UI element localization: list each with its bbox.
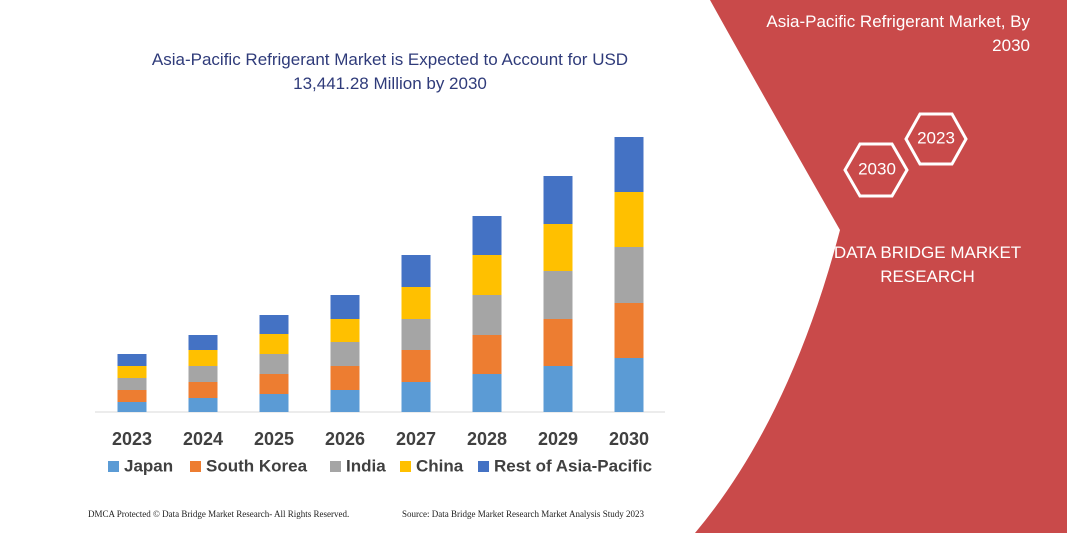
bar-segment <box>259 315 289 334</box>
brand: DATA BRIDGE MARKET RESEARCH <box>833 243 1022 286</box>
bar-segment <box>117 354 147 366</box>
footer-left: DMCA Protected © Data Bridge Market Rese… <box>88 509 350 519</box>
bar-segment <box>543 271 573 319</box>
bar-segment <box>188 398 218 412</box>
hexagon-label: 2030 <box>858 159 896 178</box>
bar-segment <box>543 319 573 366</box>
hexagon <box>904 112 968 166</box>
x-tick-label: 2030 <box>609 429 649 449</box>
bar-segment <box>401 350 431 382</box>
x-tick-label: 2028 <box>467 429 507 449</box>
legend-label: Japan <box>124 456 173 475</box>
legend-label: Rest of Asia-Pacific <box>494 456 652 475</box>
bar-segment <box>472 295 502 335</box>
bar-segment <box>330 342 360 366</box>
legend-swatch <box>190 461 201 472</box>
bar-segment <box>472 255 502 295</box>
bar-segment <box>259 334 289 354</box>
legend-label: South Korea <box>206 456 308 475</box>
bar-segment <box>614 192 644 247</box>
bar-segment <box>330 390 360 412</box>
bar-segment <box>614 303 644 358</box>
x-tick-label: 2025 <box>254 429 294 449</box>
bar-segment <box>401 287 431 319</box>
bar-segment <box>401 255 431 287</box>
bar-segment <box>614 137 644 192</box>
panel-title: Asia-Pacific Refrigerant Market, By 2030 <box>766 12 1030 55</box>
hexagon <box>843 142 909 198</box>
x-tick-label: 2026 <box>325 429 365 449</box>
x-tick-label: 2029 <box>538 429 578 449</box>
red-panel <box>695 0 1067 533</box>
chart-title: Asia-Pacific Refrigerant Market is Expec… <box>151 50 629 93</box>
bar-segment <box>543 176 573 224</box>
x-tick-label: 2024 <box>183 429 223 449</box>
bar-segment <box>117 402 147 412</box>
bar-segment <box>188 350 218 366</box>
hexagon-label: 2023 <box>917 128 955 147</box>
bar-segment <box>188 366 218 382</box>
bar-segment <box>330 295 360 319</box>
bar-segment <box>472 374 502 412</box>
bar-segment <box>401 319 431 350</box>
bar-segment <box>614 358 644 412</box>
bar-segment <box>117 378 147 390</box>
x-tick-label: 2023 <box>112 429 152 449</box>
bar-segment <box>543 224 573 271</box>
bar-segment <box>330 319 360 342</box>
footer-right: Source: Data Bridge Market Research Mark… <box>402 509 644 519</box>
bar-segment <box>472 335 502 374</box>
bar-segment <box>401 382 431 412</box>
bar-segment <box>188 335 218 350</box>
legend-swatch <box>108 461 119 472</box>
legend-label: China <box>416 456 464 475</box>
legend-swatch <box>330 461 341 472</box>
bar-segment <box>117 366 147 378</box>
bar-segment <box>614 247 644 303</box>
legend-label: India <box>346 456 386 475</box>
bar-segment <box>188 382 218 398</box>
bar-segment <box>259 354 289 374</box>
legend-swatch <box>400 461 411 472</box>
bar-segment <box>330 366 360 390</box>
bar-segment <box>117 390 147 402</box>
bar-segment <box>472 216 502 255</box>
x-tick-label: 2027 <box>396 429 436 449</box>
bar-segment <box>259 374 289 394</box>
legend-swatch <box>478 461 489 472</box>
bar-segment <box>259 394 289 412</box>
bar-segment <box>543 366 573 412</box>
